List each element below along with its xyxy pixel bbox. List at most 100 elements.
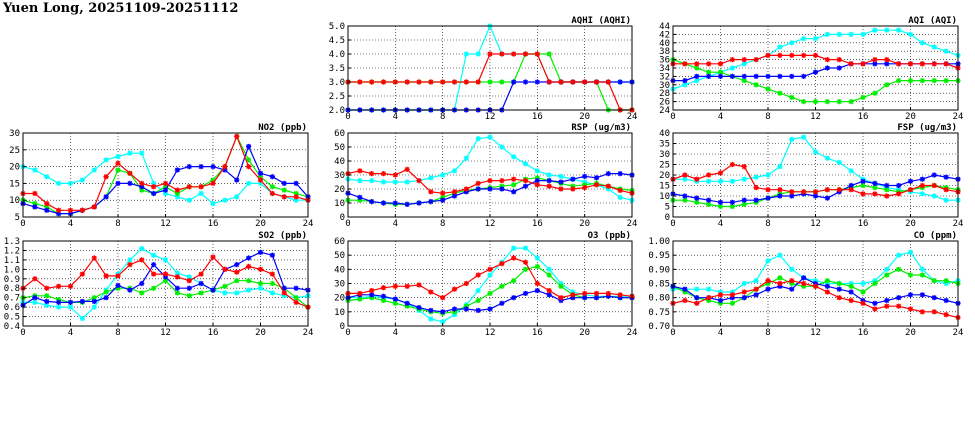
x-tick-label: 0 [20,219,25,229]
x-tick-label: 0 [670,328,675,338]
data-point [369,171,375,177]
data-point [943,278,949,284]
x-tick-label: 20 [905,219,916,229]
x-tick-label: 24 [953,328,964,338]
data-point [753,286,759,292]
data-point [475,297,481,304]
data-point [582,295,588,301]
data-point [860,300,866,306]
data-point [475,272,481,278]
data-point [139,187,145,193]
data-point [487,290,493,297]
data-point [546,172,552,178]
data-point [67,180,74,186]
data-point [931,172,937,178]
data-point [32,295,38,301]
data-point [884,182,890,189]
data-point [151,184,157,190]
data-point [896,78,902,84]
data-point [765,52,771,58]
data-point [392,300,398,306]
data-point [451,306,458,312]
data-point [511,245,517,251]
data-point [706,178,712,184]
data-point [682,176,688,182]
data-point [534,79,540,85]
data-point [682,289,688,295]
data-point [706,286,712,292]
data-point [162,190,169,197]
data-point [369,199,375,205]
data-point [115,273,121,279]
data-point [753,292,759,298]
x-tick-label: 24 [627,328,638,338]
data-point [943,187,949,193]
data-point [115,160,121,166]
y-tick-label: 30 [9,129,20,139]
data-point [884,303,890,309]
x-tick-label: 20 [579,112,590,122]
data-point [79,298,85,305]
data-point [357,178,363,184]
data-point [198,280,204,287]
data-point [801,99,807,105]
data-point [293,197,299,203]
data-point [765,280,771,287]
data-point [428,289,434,295]
y-tick-label: 20 [9,163,20,173]
data-point [582,179,588,185]
data-point [943,312,949,318]
data-point [801,189,807,195]
data-point [369,287,375,294]
data-point [186,278,192,284]
x-tick-label: 0 [345,219,350,229]
data-point [293,285,299,291]
data-point [522,183,529,189]
data-point [210,200,216,207]
data-point [546,266,552,272]
data-point [463,186,469,192]
data-point [558,186,564,192]
data-point [872,27,878,33]
data-point [872,278,878,284]
data-point [896,295,902,301]
chart-title: CO (ppm) [914,231,957,241]
data-point [765,187,771,193]
data-point [404,179,410,185]
data-point [824,57,830,63]
y-tick-label: 20 [334,185,345,195]
data-point [848,187,854,193]
data-point [222,283,228,289]
y-tick-label: 0.7 [4,294,20,304]
data-point [234,262,240,268]
data-point [246,157,252,163]
data-point [380,293,387,299]
data-point [475,307,481,314]
x-tick-label: 8 [440,219,445,229]
x-tick-label: 24 [303,219,314,229]
data-point [836,295,842,301]
data-point [919,182,925,189]
data-point [475,51,481,57]
x-tick-label: 24 [627,219,638,229]
y-tick-label: 42 [659,30,670,40]
data-point [558,173,564,179]
data-point [269,252,275,258]
data-point [682,193,688,199]
y-tick-label: 3.0 [329,78,345,88]
data-point [896,182,902,189]
data-point [919,272,925,278]
x-tick-label: 24 [953,219,964,229]
data-point [694,295,700,301]
data-point [682,172,688,178]
data-point [522,79,529,85]
data-point [91,167,97,173]
data-point [789,286,795,292]
data-point [487,178,493,184]
data-point [741,78,747,84]
data-point [694,199,700,205]
data-point [741,176,747,182]
data-point [558,297,564,304]
data-point [151,190,157,197]
data-point [860,182,866,189]
